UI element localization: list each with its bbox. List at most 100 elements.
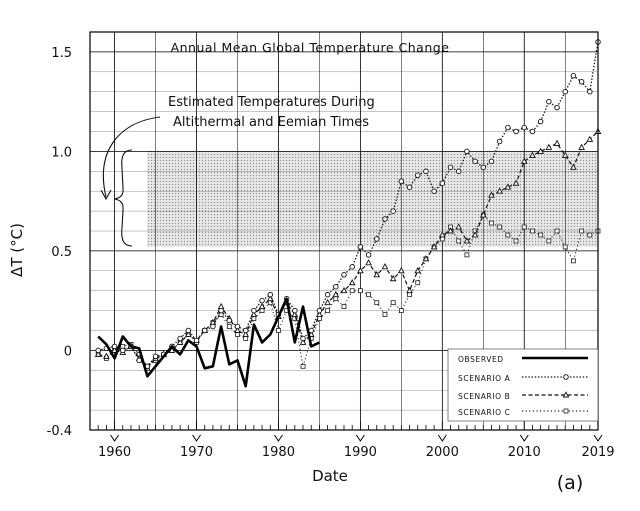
data-point-scenario-b <box>496 187 504 194</box>
y-tick-label: 0.5 <box>51 245 72 260</box>
data-point-scenario-b <box>103 352 110 359</box>
data-point-scenario-b <box>168 346 176 353</box>
x-tick-mark <box>437 434 447 442</box>
y-axis-title: ΔT (°C) <box>8 223 26 277</box>
data-point-scenario-c <box>538 232 544 238</box>
data-point-scenario-c <box>407 292 412 298</box>
data-point-scenario-b <box>365 259 372 266</box>
x-axis-title: Date <box>312 467 348 485</box>
data-point-scenario-c <box>579 228 585 234</box>
data-point-scenario-a <box>193 337 200 344</box>
legend-label-scenario-c: SCENARIO C <box>458 408 510 417</box>
y-tick-label: 1.5 <box>51 46 72 61</box>
data-point-scenario-b <box>299 338 307 345</box>
x-tick-mark <box>274 434 283 442</box>
annotation-arrow <box>102 116 161 198</box>
data-point-scenario-b <box>537 147 545 154</box>
data-point-scenario-a <box>587 88 593 95</box>
data-point-scenario-b <box>430 243 438 250</box>
data-point-scenario-a <box>554 104 560 111</box>
data-point-scenario-b <box>570 163 577 170</box>
data-point-scenario-b <box>242 330 250 337</box>
data-point-scenario-a <box>210 323 216 330</box>
data-point-scenario-a <box>201 327 208 334</box>
data-point-scenario-a <box>357 244 364 250</box>
data-point-scenario-a <box>472 158 478 165</box>
data-point-scenario-c <box>325 308 331 314</box>
data-point-scenario-c <box>456 238 462 244</box>
data-point-scenario-a <box>308 327 314 334</box>
data-point-scenario-b <box>422 255 430 262</box>
data-point-scenario-c <box>513 238 519 244</box>
data-point-scenario-a <box>488 158 495 165</box>
annotation-line-2: Altithermal and Eemian Times <box>173 115 369 130</box>
data-point-scenario-c <box>374 300 380 306</box>
y-tick-label: -0.4 <box>47 424 72 439</box>
data-point-scenario-c <box>357 288 363 294</box>
chart-title: Annual Mean Global Temperature Change <box>171 40 450 55</box>
x-tick-label: 1980 <box>262 445 295 460</box>
data-point-scenario-b <box>324 298 331 306</box>
series-line-observed <box>97 297 320 388</box>
data-point-scenario-c <box>497 224 503 230</box>
data-point-scenario-c <box>235 332 240 337</box>
data-point-scenario-b <box>561 151 569 158</box>
panel-label: (a) <box>557 472 583 494</box>
data-point-scenario-c <box>259 308 265 314</box>
x-tick-mark <box>519 434 529 442</box>
data-point-scenario-c <box>587 232 593 238</box>
data-point-scenario-b <box>586 135 594 142</box>
x-tick-mark <box>110 434 119 442</box>
data-point-scenario-b <box>529 151 536 158</box>
data-point-scenario-a <box>570 73 577 79</box>
data-point-scenario-a <box>455 168 462 175</box>
data-point-scenario-b <box>111 346 118 353</box>
data-point-scenario-b <box>463 237 471 244</box>
x-tick-label: 2019 <box>581 445 614 460</box>
data-point-scenario-c <box>521 224 527 230</box>
data-point-scenario-a <box>324 291 331 298</box>
data-point-scenario-b <box>184 330 192 337</box>
data-point-scenario-a <box>218 307 224 314</box>
data-point-scenario-b <box>176 338 184 345</box>
data-point-scenario-c <box>505 232 511 238</box>
x-tick-mark <box>593 434 603 442</box>
data-point-scenario-c <box>300 363 306 369</box>
data-point-scenario-c <box>398 308 404 314</box>
data-point-scenario-b <box>479 211 487 218</box>
data-point-scenario-a <box>414 172 421 179</box>
data-point-scenario-a <box>578 78 585 85</box>
data-point-scenario-b <box>504 183 512 190</box>
y-tick-label: 1.0 <box>51 145 72 160</box>
annotation-brace <box>113 149 133 247</box>
data-point-scenario-b <box>94 350 102 357</box>
data-point-scenario-b <box>357 267 364 274</box>
data-point-scenario-b <box>438 231 446 238</box>
legend-marker-scenario-a <box>563 374 569 380</box>
data-point-scenario-a <box>406 184 413 190</box>
data-point-scenario-c <box>489 220 494 226</box>
data-point-scenario-c <box>562 244 568 250</box>
data-point-scenario-a <box>333 283 339 290</box>
data-point-scenario-c <box>333 296 339 302</box>
data-point-scenario-c <box>341 304 347 310</box>
data-point-scenario-b <box>332 290 340 298</box>
data-point-scenario-c <box>243 336 249 341</box>
y-tick-label: 0 <box>64 344 72 359</box>
data-point-scenario-a <box>423 168 429 175</box>
data-point-scenario-b <box>258 302 266 310</box>
data-point-scenario-b <box>389 275 397 282</box>
data-point-scenario-c <box>546 238 552 244</box>
data-point-scenario-b <box>455 223 463 230</box>
data-point-scenario-b <box>447 227 454 234</box>
data-point-scenario-a <box>267 291 274 298</box>
legend-marker-scenario-b <box>562 391 570 398</box>
x-tick-mark <box>355 434 365 442</box>
data-point-scenario-a <box>152 353 159 360</box>
data-point-scenario-b <box>381 263 389 270</box>
data-point-scenario-c <box>251 316 257 321</box>
data-point-scenario-b <box>340 286 348 294</box>
legend-label-scenario-a: SCENARIO A <box>458 374 511 383</box>
data-point-scenario-b <box>406 286 413 294</box>
